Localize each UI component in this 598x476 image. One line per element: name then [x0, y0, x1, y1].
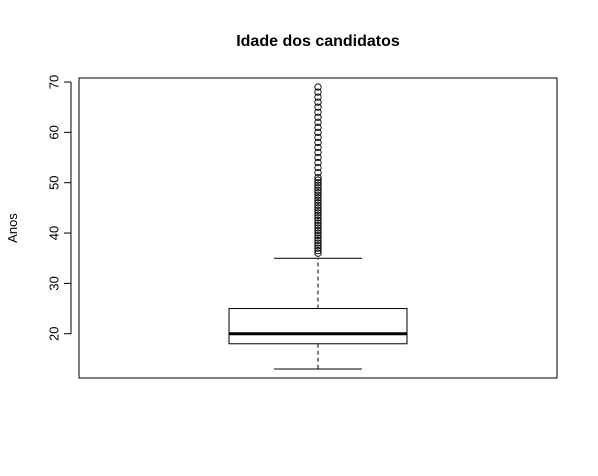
iqr-box — [228, 308, 408, 345]
outlier-point-10 — [314, 224, 322, 232]
outlier-point-24 — [314, 189, 322, 197]
plot-frame — [78, 77, 558, 379]
outlier-point-16 — [314, 209, 322, 217]
y-tick-label-70: 70 — [47, 75, 62, 89]
outlier-point-38 — [314, 133, 322, 142]
outlier-point-20 — [314, 199, 322, 207]
outlier-point-18 — [314, 204, 322, 212]
outlier-point-37 — [314, 138, 322, 147]
outlier-point-0 — [314, 249, 322, 257]
outlier-point-47 — [314, 88, 322, 96]
outlier-point-19 — [314, 201, 322, 209]
y-axis: 20 30 40 50 60 70 — [47, 75, 72, 341]
outlier-point-3 — [314, 241, 322, 250]
outlier-point-46 — [314, 93, 322, 101]
outlier-point-4 — [314, 239, 322, 247]
outlier-point-45 — [314, 98, 322, 106]
outlier-point-35 — [314, 148, 322, 157]
outlier-point-30 — [314, 174, 322, 182]
y-tick-label-30: 30 — [47, 276, 62, 290]
outlier-point-8 — [314, 229, 322, 237]
outlier-point-39 — [314, 128, 322, 137]
outlier-point-6 — [314, 234, 322, 242]
outlier-point-26 — [314, 184, 322, 192]
outlier-point-22 — [314, 194, 322, 202]
outlier-point-32 — [314, 163, 322, 172]
outlier-point-48 — [314, 83, 322, 91]
outlier-point-40 — [314, 123, 322, 131]
outlier-point-2 — [314, 244, 322, 252]
y-tick-label-20: 20 — [47, 326, 62, 340]
y-axis-label: Anos — [5, 213, 20, 243]
outlier-point-21 — [314, 196, 322, 204]
y-tick-label-40: 40 — [47, 226, 62, 240]
outlier-point-33 — [314, 158, 322, 167]
outlier-point-23 — [314, 191, 322, 199]
box-group — [228, 257, 408, 370]
outlier-point-14 — [314, 214, 322, 222]
outlier-point-13 — [314, 216, 322, 225]
outlier-point-31 — [314, 168, 322, 177]
outlier-point-42 — [314, 113, 322, 121]
outlier-point-5 — [314, 236, 322, 245]
outlier-point-12 — [314, 219, 322, 227]
outlier-point-27 — [314, 181, 322, 189]
outlier-point-15 — [314, 211, 322, 220]
outlier-point-17 — [314, 206, 322, 215]
outlier-point-29 — [314, 176, 322, 184]
outlier-point-28 — [314, 179, 322, 187]
outlier-point-36 — [314, 143, 322, 152]
outlier-point-41 — [314, 118, 322, 126]
outlier-point-1 — [314, 247, 322, 255]
outlier-point-43 — [314, 108, 322, 116]
chart-title: Idade dos candidatos — [236, 33, 400, 50]
outlier-point-34 — [314, 153, 322, 162]
outlier-point-9 — [314, 226, 322, 235]
outlier-point-11 — [314, 221, 322, 230]
y-tick-label-50: 50 — [47, 175, 62, 189]
y-tick-label-60: 60 — [47, 125, 62, 139]
outlier-point-25 — [314, 186, 322, 194]
outlier-point-7 — [314, 231, 322, 240]
outlier-group — [314, 83, 322, 257]
outlier-point-44 — [314, 103, 322, 111]
